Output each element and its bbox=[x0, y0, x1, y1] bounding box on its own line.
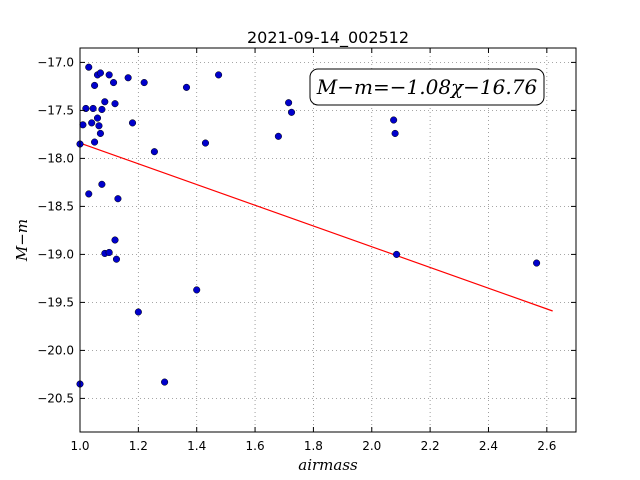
x-tick-label: 2.2 bbox=[421, 439, 440, 453]
data-point bbox=[95, 122, 103, 130]
fit-line bbox=[79, 142, 553, 312]
data-point bbox=[124, 74, 132, 82]
data-point bbox=[101, 98, 109, 106]
data-point bbox=[274, 132, 282, 140]
plot-frame bbox=[79, 47, 577, 433]
data-point bbox=[128, 119, 137, 127]
y-tick-label: −17.5 bbox=[37, 103, 74, 117]
y-tick-label: −17.0 bbox=[37, 55, 74, 69]
x-tick-label: 2.0 bbox=[362, 439, 381, 453]
x-tick-label: 1.6 bbox=[246, 439, 265, 453]
y-tick-label: −20.0 bbox=[37, 343, 74, 357]
y-tick-label: −18.0 bbox=[37, 151, 74, 165]
data-point bbox=[85, 63, 93, 71]
data-point bbox=[111, 100, 119, 108]
data-point bbox=[150, 148, 158, 156]
y-tick-label: −20.5 bbox=[37, 391, 74, 405]
y-axis-label: M−m bbox=[13, 219, 31, 262]
x-axis-label: airmass bbox=[298, 456, 358, 474]
data-point bbox=[91, 138, 99, 146]
fit-equation-box: M−m=−1.08χ−16.76 bbox=[309, 68, 545, 106]
fit-equation-frame bbox=[309, 68, 545, 106]
x-tick-label: 2.6 bbox=[537, 439, 556, 453]
y-tick-label: −19.5 bbox=[37, 295, 74, 309]
data-point bbox=[111, 236, 119, 244]
y-tick-label: −18.5 bbox=[37, 199, 74, 213]
data-point bbox=[88, 119, 96, 127]
x-tick-label: 1.2 bbox=[129, 439, 148, 453]
data-point bbox=[215, 71, 223, 79]
fit-equation: M−m=−1.08χ−16.76 bbox=[316, 75, 538, 99]
grid-lines bbox=[79, 48, 576, 432]
data-point bbox=[96, 69, 104, 77]
x-tick-label: 2.4 bbox=[479, 439, 498, 453]
data-point bbox=[85, 190, 93, 198]
y-tick-label: −19.0 bbox=[37, 247, 74, 261]
data-point bbox=[105, 71, 113, 79]
data-point bbox=[91, 81, 99, 89]
x-tick-label: 1.4 bbox=[187, 439, 206, 453]
data-point bbox=[134, 308, 142, 316]
data-point bbox=[287, 108, 296, 116]
data-points bbox=[76, 63, 541, 388]
data-point bbox=[390, 116, 398, 124]
data-point bbox=[393, 250, 401, 258]
data-point bbox=[96, 129, 104, 137]
data-point bbox=[79, 121, 87, 129]
data-point bbox=[201, 139, 210, 147]
data-point bbox=[182, 83, 191, 91]
data-point bbox=[112, 255, 121, 263]
axis-ticks: 1.0 1.2 1.4 1.6 1.8 2.0 2.2 2.4 2.6 −17.0 −17.5 −18… bbox=[37, 48, 576, 453]
data-point bbox=[391, 129, 399, 137]
x-tick-label: 1.0 bbox=[70, 439, 89, 453]
x-tick-label: 1.8 bbox=[304, 439, 323, 453]
data-point bbox=[193, 286, 201, 294]
data-point bbox=[285, 99, 293, 107]
data-point bbox=[98, 180, 106, 188]
data-point bbox=[140, 79, 148, 87]
data-point bbox=[110, 79, 118, 87]
fit-line-layer bbox=[79, 142, 553, 312]
data-point bbox=[89, 104, 97, 113]
data-point bbox=[533, 259, 541, 267]
data-point bbox=[161, 378, 169, 386]
data-point bbox=[114, 195, 122, 203]
data-point bbox=[93, 114, 102, 122]
chart-title: 2021-09-14_002512 bbox=[247, 28, 409, 48]
data-point bbox=[105, 248, 113, 257]
data-point bbox=[98, 105, 106, 113]
